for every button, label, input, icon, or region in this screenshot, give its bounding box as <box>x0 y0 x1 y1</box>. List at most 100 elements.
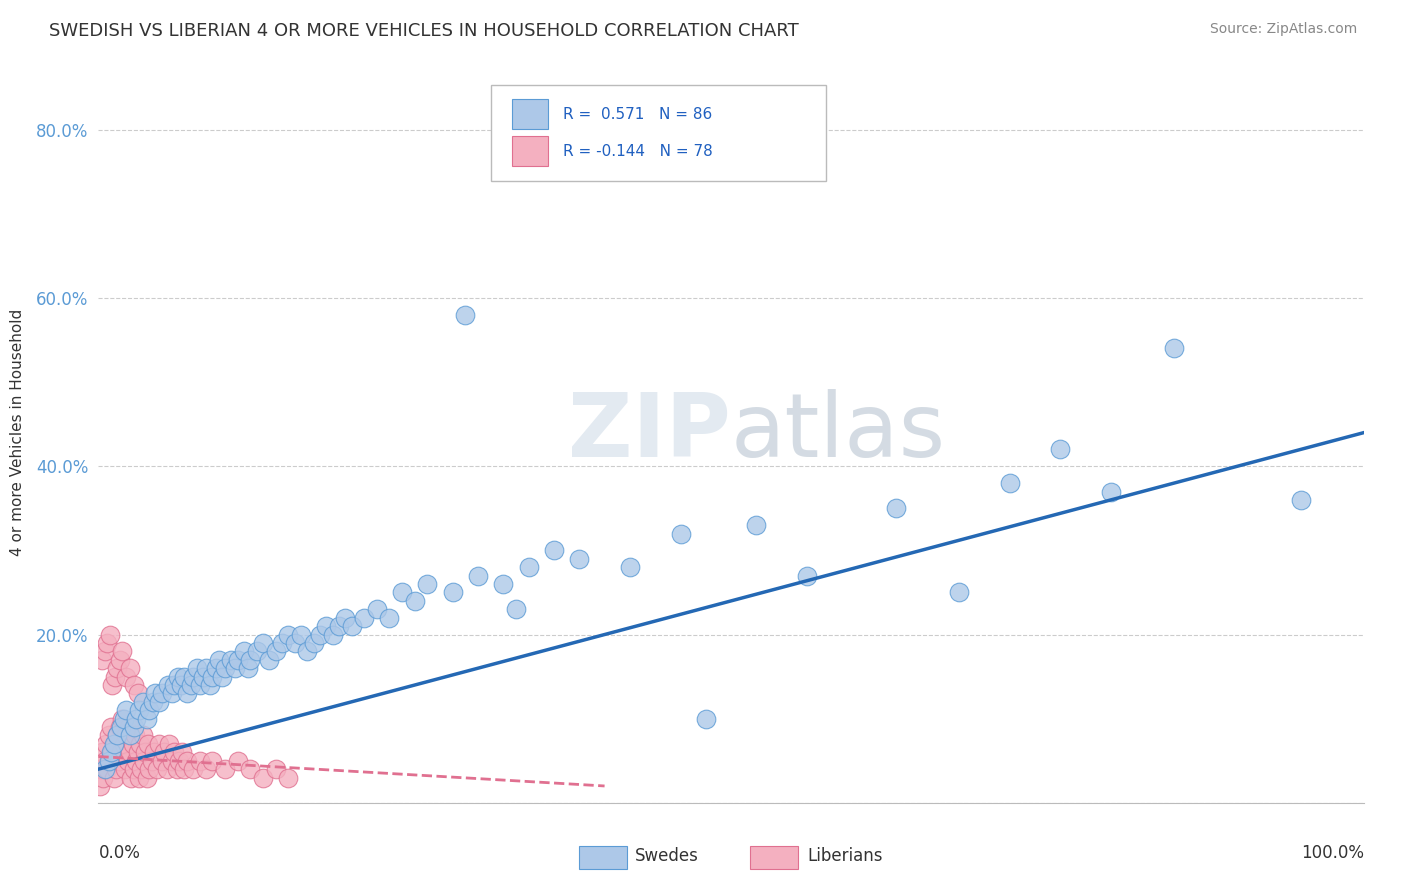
Y-axis label: 4 or more Vehicles in Household: 4 or more Vehicles in Household <box>10 309 25 557</box>
Point <box>208 653 231 667</box>
Point <box>138 703 160 717</box>
Point <box>517 560 540 574</box>
Point <box>277 771 299 785</box>
Point <box>103 737 125 751</box>
Point <box>104 737 127 751</box>
Point <box>270 636 294 650</box>
Point <box>141 754 163 768</box>
Point <box>173 670 195 684</box>
Point <box>157 678 180 692</box>
Point <box>214 661 236 675</box>
Point <box>619 560 641 574</box>
Point <box>239 653 262 667</box>
Point <box>135 771 157 785</box>
Point <box>233 644 256 658</box>
Point <box>166 762 188 776</box>
Point <box>180 678 202 692</box>
Point <box>492 577 515 591</box>
Point <box>134 745 156 759</box>
Point <box>404 594 426 608</box>
Point <box>112 712 135 726</box>
Point <box>366 602 388 616</box>
Text: R = -0.144   N = 78: R = -0.144 N = 78 <box>562 144 713 159</box>
Point <box>340 619 363 633</box>
Point <box>884 501 907 516</box>
Point <box>101 745 124 759</box>
Point <box>118 720 141 734</box>
Point <box>441 585 464 599</box>
Point <box>124 729 146 743</box>
Text: R =  0.571   N = 86: R = 0.571 N = 86 <box>562 107 711 122</box>
Point <box>96 636 118 650</box>
FancyBboxPatch shape <box>491 85 825 181</box>
Point <box>160 686 183 700</box>
Point <box>93 754 117 768</box>
Point <box>111 712 134 726</box>
Point <box>110 745 132 759</box>
Point <box>89 779 111 793</box>
Text: Swedes: Swedes <box>636 847 699 865</box>
Point <box>136 737 159 751</box>
FancyBboxPatch shape <box>751 846 799 870</box>
Point <box>290 627 312 641</box>
Point <box>353 610 375 624</box>
Point <box>277 627 299 641</box>
Point <box>669 526 692 541</box>
Point <box>143 745 166 759</box>
Point <box>115 729 138 743</box>
Point <box>416 577 439 591</box>
Point <box>93 771 115 785</box>
Point <box>252 636 274 650</box>
Point <box>315 619 337 633</box>
Text: Liberians: Liberians <box>807 847 883 865</box>
Point <box>252 771 274 785</box>
Point <box>127 745 149 759</box>
FancyBboxPatch shape <box>512 99 547 129</box>
Point <box>150 754 173 768</box>
Point <box>157 737 180 751</box>
Point <box>1163 342 1185 356</box>
Point <box>297 644 319 658</box>
Point <box>796 568 818 582</box>
Point <box>145 686 166 700</box>
Point <box>96 762 118 776</box>
Point <box>201 670 224 684</box>
Point <box>454 308 477 322</box>
Point <box>284 636 307 650</box>
Point <box>169 678 191 692</box>
Point <box>226 653 249 667</box>
Point <box>100 745 122 759</box>
Point <box>948 585 970 599</box>
Point <box>100 720 122 734</box>
Point <box>173 762 195 776</box>
Point <box>90 762 112 776</box>
Point <box>391 585 413 599</box>
Point <box>183 670 205 684</box>
Point <box>156 762 179 776</box>
Point <box>148 695 170 709</box>
Point <box>745 518 768 533</box>
Point <box>193 670 215 684</box>
Point <box>160 754 183 768</box>
Point <box>1049 442 1071 457</box>
Point <box>259 653 281 667</box>
Point <box>128 703 150 717</box>
Point <box>219 653 243 667</box>
Point <box>111 644 134 658</box>
Point <box>115 703 138 717</box>
Point <box>112 737 135 751</box>
Point <box>169 754 191 768</box>
Point <box>194 661 218 675</box>
Point <box>108 720 131 734</box>
Point <box>309 627 332 641</box>
Point <box>107 754 129 768</box>
Point <box>224 661 246 675</box>
Point <box>91 745 114 759</box>
Point <box>107 661 129 675</box>
Text: 0.0%: 0.0% <box>98 844 141 862</box>
Point <box>194 762 218 776</box>
Point <box>998 476 1021 491</box>
Point <box>543 543 565 558</box>
Point <box>107 729 129 743</box>
Point <box>467 568 489 582</box>
